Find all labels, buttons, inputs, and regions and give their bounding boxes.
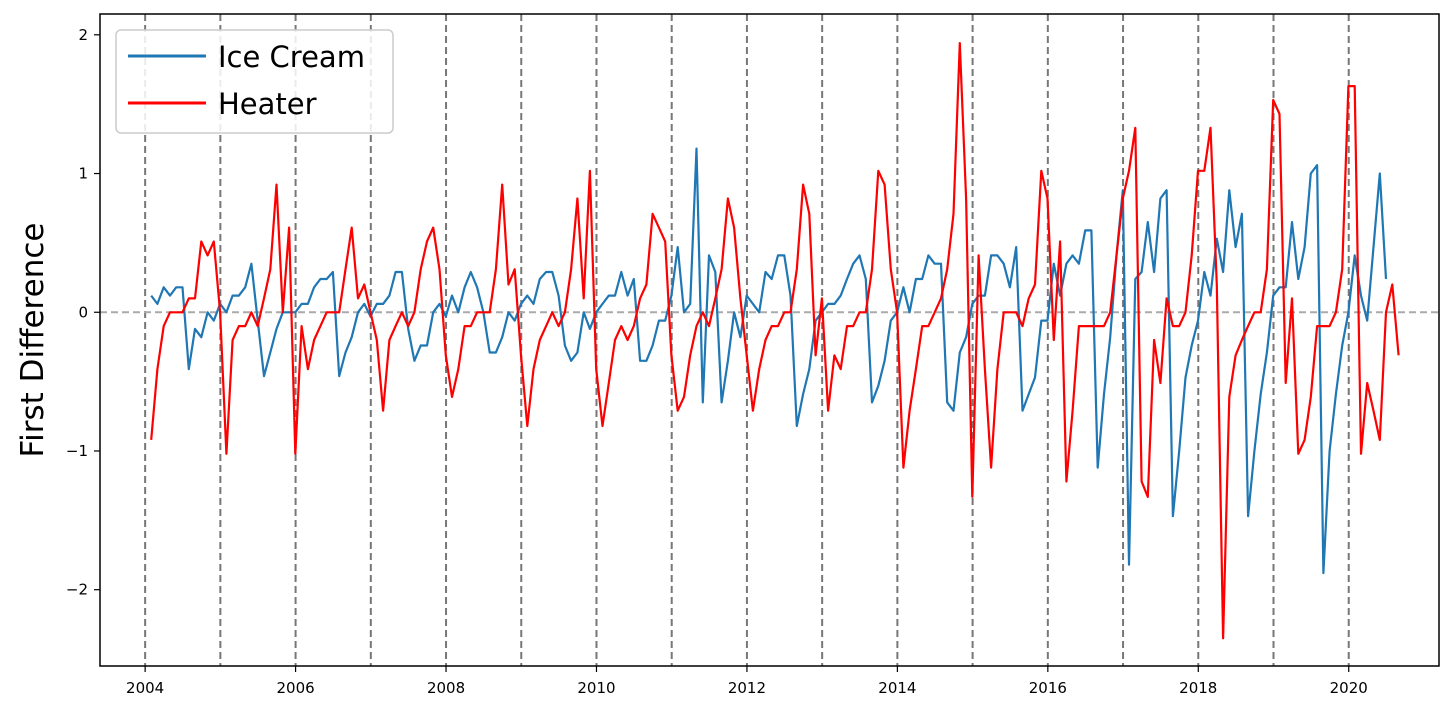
reference-lines <box>100 14 1439 666</box>
x-tick-label: 2016 <box>1029 679 1067 697</box>
y-axis: 2 1 0 −1 −2 <box>66 26 100 599</box>
x-tick-label: 2018 <box>1179 679 1217 697</box>
x-tick-label: 2012 <box>728 679 766 697</box>
y-axis-title: First Difference <box>15 223 51 458</box>
series-line-ice-cream <box>150 147 1388 575</box>
x-tick-label: 2020 <box>1330 679 1368 697</box>
y-tick-label: −2 <box>66 581 88 599</box>
x-tick-label: 2010 <box>577 679 615 697</box>
series-lines <box>150 41 1400 640</box>
legend-label-ice-cream: Ice Cream <box>218 40 365 74</box>
x-tick-label: 2004 <box>126 679 164 697</box>
x-tick-label: 2008 <box>427 679 465 697</box>
legend-label-heater: Heater <box>218 87 317 121</box>
x-tick-label: 2014 <box>878 679 916 697</box>
plot-frame <box>99 13 1440 667</box>
x-axis: 2004 2006 2008 2010 2012 2014 2016 2018 2020 <box>126 666 1368 697</box>
y-tick-label: 2 <box>78 26 88 44</box>
y-tick-label: −1 <box>66 442 88 460</box>
series-line-heater <box>150 41 1400 640</box>
y-tick-label: 0 <box>78 303 88 321</box>
y-tick-label: 1 <box>78 165 88 183</box>
x-tick-label: 2006 <box>276 679 314 697</box>
legend: Ice Cream Heater <box>115 29 394 134</box>
